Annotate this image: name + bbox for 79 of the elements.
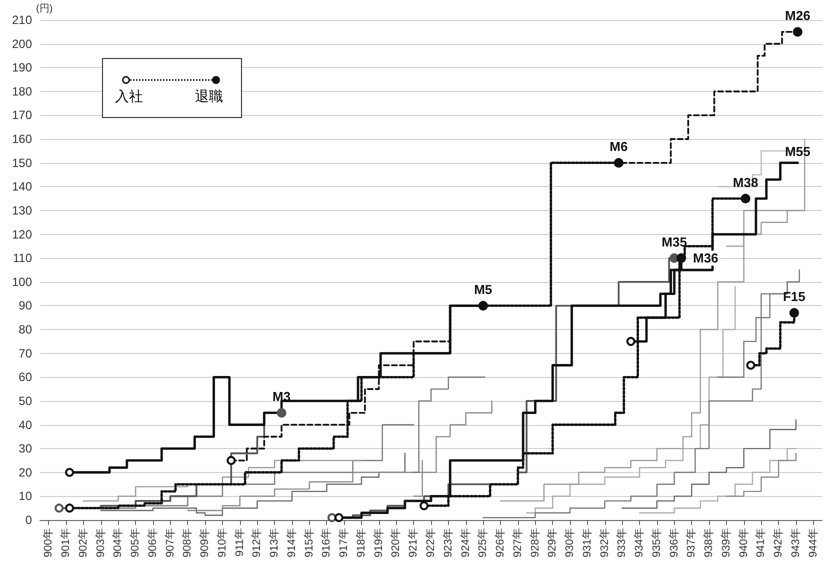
x-tick-label: 912年 [251, 528, 264, 558]
x-tick-label: 908年 [182, 528, 194, 558]
x-tick-label: 934年 [634, 528, 646, 558]
x-tick-label: 910年 [216, 528, 228, 558]
series-label: M38 [732, 174, 758, 190]
x-tick-label: 917年 [338, 528, 350, 558]
x-tick-label: 932年 [598, 528, 611, 558]
x-tick-label: 930年 [564, 528, 576, 558]
x-tick-label: 927年 [512, 528, 524, 558]
series-label: M36 [692, 250, 718, 266]
x-tick-label: 919年 [372, 528, 385, 558]
x-tick-label: 901年 [60, 528, 72, 558]
y-tick-label: 60 [18, 370, 32, 384]
x-tick-label: 925年 [477, 528, 490, 558]
series-label: M6 [610, 139, 628, 154]
x-tick-label: 935年 [650, 528, 663, 558]
x-tick-label: 906年 [146, 528, 159, 558]
y-tick-label: 80 [18, 322, 32, 337]
x-tick-label: 903年 [94, 528, 107, 558]
y-tick-label: 160 [12, 132, 32, 146]
series-label: M5 [474, 282, 492, 297]
y-tick-label: 210 [12, 13, 32, 27]
x-tick-label: 904年 [112, 528, 124, 558]
x-tick-label: 916年 [320, 528, 333, 558]
y-tick-label: 200 [12, 36, 32, 51]
x-tick-label: 942年 [772, 528, 785, 558]
y-tick-label: 90 [18, 298, 32, 313]
annotation: 退職 [195, 88, 223, 106]
x-tick-label: 900年 [42, 528, 55, 558]
y-tick-label: 100 [12, 274, 32, 289]
y-axis-title: (円) [36, 4, 53, 15]
y-tick-label: 70 [18, 346, 32, 360]
y-tick-label: 0 [25, 513, 32, 527]
x-tick-label: 923年 [442, 528, 454, 558]
x-tick-label: 909年 [199, 528, 212, 558]
x-tick-label: 936年 [668, 528, 680, 558]
y-tick-label: 50 [18, 394, 32, 408]
series-label: M35 [662, 234, 687, 250]
x-tick-label: 921年 [408, 528, 420, 558]
x-tick-label: 924年 [460, 528, 472, 558]
y-tick-label: 10 [18, 489, 32, 504]
y-tick-label: 30 [18, 442, 32, 456]
x-tick-label: 915年 [303, 528, 316, 558]
x-tick-label: 937年 [686, 528, 698, 558]
x-tick-label: 914年 [286, 528, 298, 558]
x-tick-label: 940年 [738, 528, 750, 558]
y-tick-label: 140 [12, 180, 32, 194]
x-tick-label: 933年 [616, 528, 628, 558]
x-tick-label: 938年 [703, 528, 716, 558]
x-tick-label: 944年 [807, 528, 820, 558]
y-tick-label: 130 [12, 203, 32, 218]
x-tick-label: 926年 [494, 528, 507, 558]
x-tick-label: 911年 [234, 528, 246, 557]
series-label: F15 [782, 289, 806, 304]
x-tick-label: 941年 [755, 528, 768, 558]
y-tick-label: 180 [12, 84, 32, 98]
x-tick-label: 943年 [790, 528, 802, 558]
x-tick-label: 929年 [546, 528, 559, 558]
x-tick-label: 922年 [425, 528, 437, 558]
y-tick-label: 190 [12, 60, 32, 75]
y-tick-label: 170 [12, 108, 32, 122]
x-tick-label: 920年 [390, 528, 402, 558]
series-label: M26 [785, 8, 810, 24]
key-box: 入社 退職 [102, 58, 242, 118]
x-tick-label: 902年 [77, 528, 90, 558]
y-tick-label: 120 [12, 227, 32, 242]
y-tick-label: 20 [18, 465, 32, 480]
x-tick-label: 939年 [720, 528, 732, 558]
x-tick-label: 931年 [581, 528, 594, 558]
y-tick-label: 40 [18, 418, 32, 432]
annotation: 入社 [115, 88, 143, 106]
x-tick-label: 913年 [268, 528, 281, 558]
y-tick-label: 150 [12, 156, 32, 170]
x-tick-label: 907年 [164, 528, 176, 558]
series-label: M55 [785, 144, 810, 159]
x-tick-label: 918年 [355, 528, 368, 558]
y-tick-label: 110 [12, 251, 32, 266]
x-tick-label: 905年 [130, 528, 142, 558]
x-tick-label: 928年 [529, 528, 542, 558]
